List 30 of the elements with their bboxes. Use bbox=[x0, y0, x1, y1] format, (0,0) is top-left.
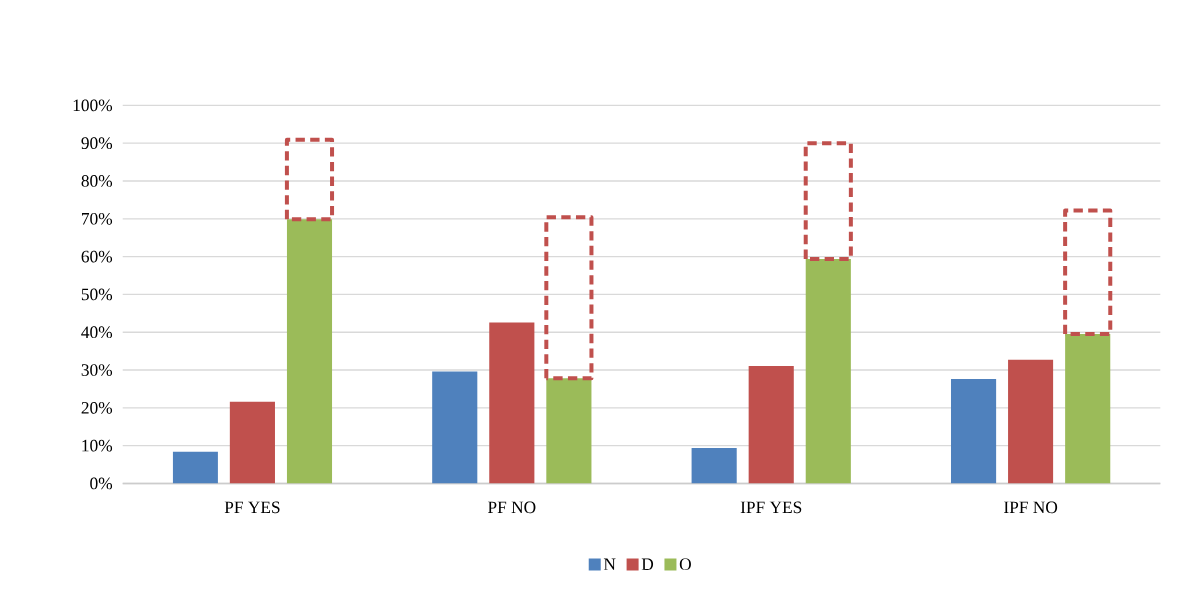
y-tick-label: 40% bbox=[81, 326, 113, 339]
x-tick-label: PF YES bbox=[224, 501, 280, 514]
y-tick-label: 60% bbox=[81, 250, 113, 263]
y-tick-label: 50% bbox=[81, 288, 113, 301]
bar bbox=[691, 448, 737, 484]
x-tick-label: IPF NO bbox=[1004, 501, 1058, 514]
bar bbox=[489, 322, 535, 484]
legend-label: N bbox=[603, 558, 616, 571]
y-tick-label: 0% bbox=[90, 477, 113, 490]
bar bbox=[1008, 360, 1054, 484]
bar bbox=[1065, 334, 1111, 484]
bar bbox=[229, 402, 275, 484]
bar bbox=[172, 451, 218, 484]
bar bbox=[805, 259, 851, 484]
y-tick-label: 100% bbox=[73, 99, 113, 112]
y-tick-label: 30% bbox=[81, 364, 113, 377]
legend-label: D bbox=[641, 558, 654, 571]
bar bbox=[286, 219, 333, 484]
bar bbox=[950, 379, 997, 484]
y-tick-label: 20% bbox=[81, 402, 113, 414]
y-tick-label: 70% bbox=[82, 213, 113, 225]
y-tick-label: 10% bbox=[82, 440, 113, 452]
x-tick-label: IPF YES bbox=[740, 501, 802, 514]
y-tick-label: 80% bbox=[81, 175, 113, 188]
x-tick-label: PF NO bbox=[487, 501, 536, 514]
bar bbox=[432, 371, 478, 484]
y-tick-label: 90% bbox=[81, 137, 113, 150]
legend-label: O bbox=[679, 558, 691, 571]
bar bbox=[546, 378, 592, 484]
bar bbox=[748, 366, 794, 484]
